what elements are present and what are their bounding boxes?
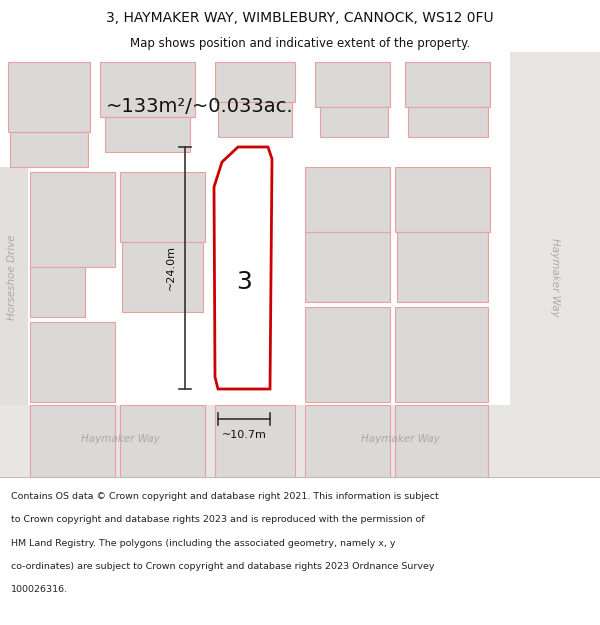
Polygon shape <box>30 172 115 267</box>
Polygon shape <box>122 242 203 312</box>
Polygon shape <box>215 62 295 102</box>
Polygon shape <box>215 405 295 477</box>
Polygon shape <box>214 147 272 389</box>
Text: ~10.7m: ~10.7m <box>221 430 266 440</box>
Polygon shape <box>100 62 195 117</box>
Polygon shape <box>120 172 205 242</box>
Polygon shape <box>30 322 115 402</box>
Text: 3: 3 <box>236 270 252 294</box>
Text: 3, HAYMAKER WAY, WIMBLEBURY, CANNOCK, WS12 0FU: 3, HAYMAKER WAY, WIMBLEBURY, CANNOCK, WS… <box>106 11 494 26</box>
Polygon shape <box>395 167 490 232</box>
Polygon shape <box>8 62 90 132</box>
Text: Haymaker Way: Haymaker Way <box>361 434 439 444</box>
Polygon shape <box>0 405 600 477</box>
Text: Map shows position and indicative extent of the property.: Map shows position and indicative extent… <box>130 38 470 51</box>
Polygon shape <box>0 167 28 405</box>
Polygon shape <box>408 107 488 137</box>
Polygon shape <box>395 307 488 402</box>
Polygon shape <box>395 405 488 477</box>
Text: 100026316.: 100026316. <box>11 586 68 594</box>
Polygon shape <box>305 167 390 232</box>
Polygon shape <box>397 232 488 302</box>
Polygon shape <box>315 62 390 107</box>
Text: ~133m²/~0.033ac.: ~133m²/~0.033ac. <box>106 98 294 116</box>
Text: Haymaker Way: Haymaker Way <box>550 238 560 316</box>
Text: HM Land Registry. The polygons (including the associated geometry, namely x, y: HM Land Registry. The polygons (includin… <box>11 539 395 548</box>
Polygon shape <box>120 405 205 477</box>
Polygon shape <box>30 405 115 477</box>
Polygon shape <box>218 102 292 137</box>
Text: to Crown copyright and database rights 2023 and is reproduced with the permissio: to Crown copyright and database rights 2… <box>11 515 424 524</box>
Text: Contains OS data © Crown copyright and database right 2021. This information is : Contains OS data © Crown copyright and d… <box>11 492 439 501</box>
Polygon shape <box>305 307 390 402</box>
Text: Horseshoe Drive: Horseshoe Drive <box>7 234 17 320</box>
Polygon shape <box>510 52 600 477</box>
Text: ~24.0m: ~24.0m <box>166 246 176 291</box>
Polygon shape <box>10 132 88 167</box>
Polygon shape <box>305 232 390 302</box>
Polygon shape <box>405 62 490 107</box>
Polygon shape <box>320 107 388 137</box>
Text: Haymaker Way: Haymaker Way <box>80 434 160 444</box>
Polygon shape <box>105 117 190 152</box>
Polygon shape <box>30 267 85 317</box>
Text: co-ordinates) are subject to Crown copyright and database rights 2023 Ordnance S: co-ordinates) are subject to Crown copyr… <box>11 562 434 571</box>
Polygon shape <box>305 405 390 477</box>
